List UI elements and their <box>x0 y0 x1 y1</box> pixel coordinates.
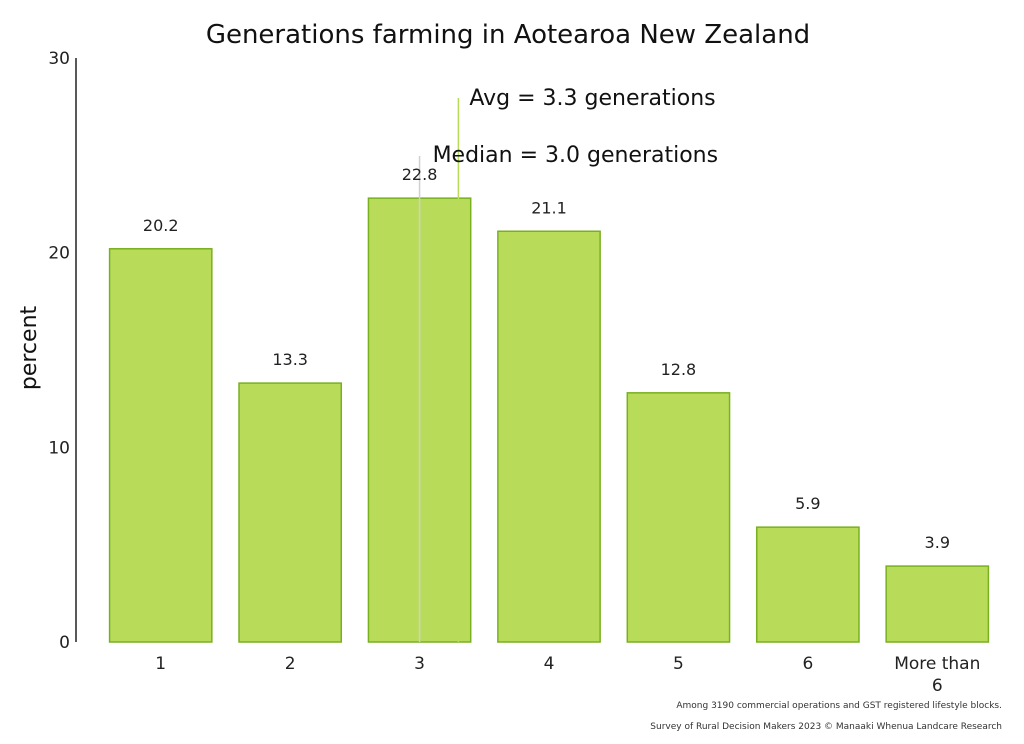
data-label: 20.2 <box>143 216 179 235</box>
data-label: 12.8 <box>661 360 697 379</box>
footnote-source: Survey of Rural Decision Makers 2023 © M… <box>650 722 1002 732</box>
chart-title: Generations farming in Aotearoa New Zeal… <box>206 20 810 50</box>
bar <box>755 526 860 643</box>
x-tick-label: 1 <box>155 654 166 674</box>
y-tick-label: 10 <box>48 438 70 458</box>
x-tick-label: 4 <box>544 654 555 674</box>
bar <box>497 230 601 643</box>
reference-lines: Avg = 3.3 generations Median = 3.0 genera… <box>418 86 719 642</box>
x-tick-label: 3 <box>414 654 425 674</box>
bar <box>626 392 731 643</box>
y-axis-label: percent <box>17 305 42 390</box>
data-label: 13.3 <box>272 350 308 369</box>
data-labels: 20.2 13.3 22.8 21.1 12.8 5.9 3.9 <box>143 165 950 552</box>
x-tick-label: 2 <box>285 654 296 674</box>
x-tick-label: 5 <box>673 654 684 674</box>
data-label: 5.9 <box>795 494 820 513</box>
x-tick-label: More than 6 <box>894 654 980 696</box>
bar <box>108 248 213 643</box>
y-tick-label: 0 <box>59 633 70 653</box>
data-label: 3.9 <box>925 533 950 552</box>
y-tick-label: 30 <box>48 49 70 69</box>
x-axis-ticks: 1 2 3 4 5 6 More than 6 <box>155 654 980 696</box>
y-axis-ticks: 0 10 20 30 <box>48 49 70 653</box>
y-tick-label: 20 <box>48 244 70 264</box>
data-label: 22.8 <box>402 165 438 184</box>
footnote-sample: Among 3190 commercial operations and GST… <box>676 701 1002 711</box>
bar <box>885 565 990 643</box>
data-label: 21.1 <box>531 198 567 217</box>
bars <box>108 197 990 643</box>
bar <box>238 382 343 643</box>
median-annotation: Median = 3.0 generations <box>433 143 719 168</box>
x-tick-label: 6 <box>802 654 813 674</box>
average-annotation: Avg = 3.3 generations <box>469 86 715 111</box>
